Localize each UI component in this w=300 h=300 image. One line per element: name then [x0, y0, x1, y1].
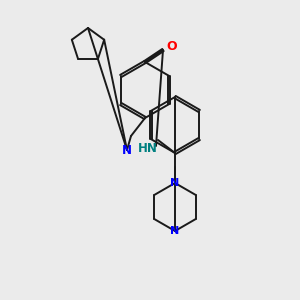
Text: N: N — [170, 226, 180, 236]
Text: N: N — [122, 143, 132, 157]
Text: N: N — [170, 178, 180, 188]
Text: O: O — [167, 40, 177, 52]
Text: HN: HN — [138, 142, 158, 154]
